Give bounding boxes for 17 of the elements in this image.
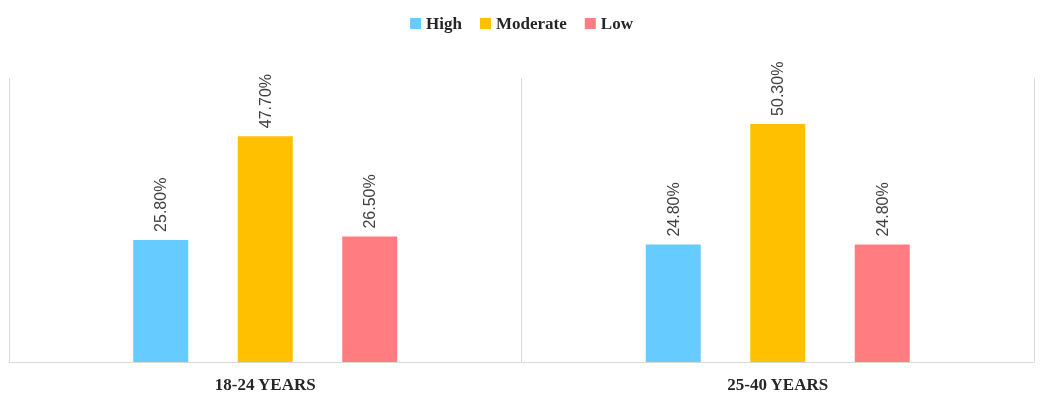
data-label: 26.50%	[361, 174, 379, 229]
x-tick-label: 25-40 YEARS	[727, 375, 829, 394]
x-tick-label: 18-24 YEARS	[214, 375, 316, 394]
bar	[854, 244, 910, 362]
legend-label: High	[426, 14, 463, 33]
bar	[750, 123, 806, 362]
data-label: 25.80%	[152, 177, 170, 232]
legend-label: Low	[600, 14, 634, 33]
bar	[133, 239, 189, 362]
bar	[645, 244, 701, 362]
data-label: 47.70%	[256, 73, 274, 129]
bar	[237, 136, 293, 362]
data-label: 50.30%	[769, 61, 787, 116]
bar	[342, 236, 398, 362]
legend-label: Moderate	[495, 14, 568, 33]
data-label: 24.80%	[873, 182, 891, 237]
data-label: 24.80%	[664, 182, 682, 237]
